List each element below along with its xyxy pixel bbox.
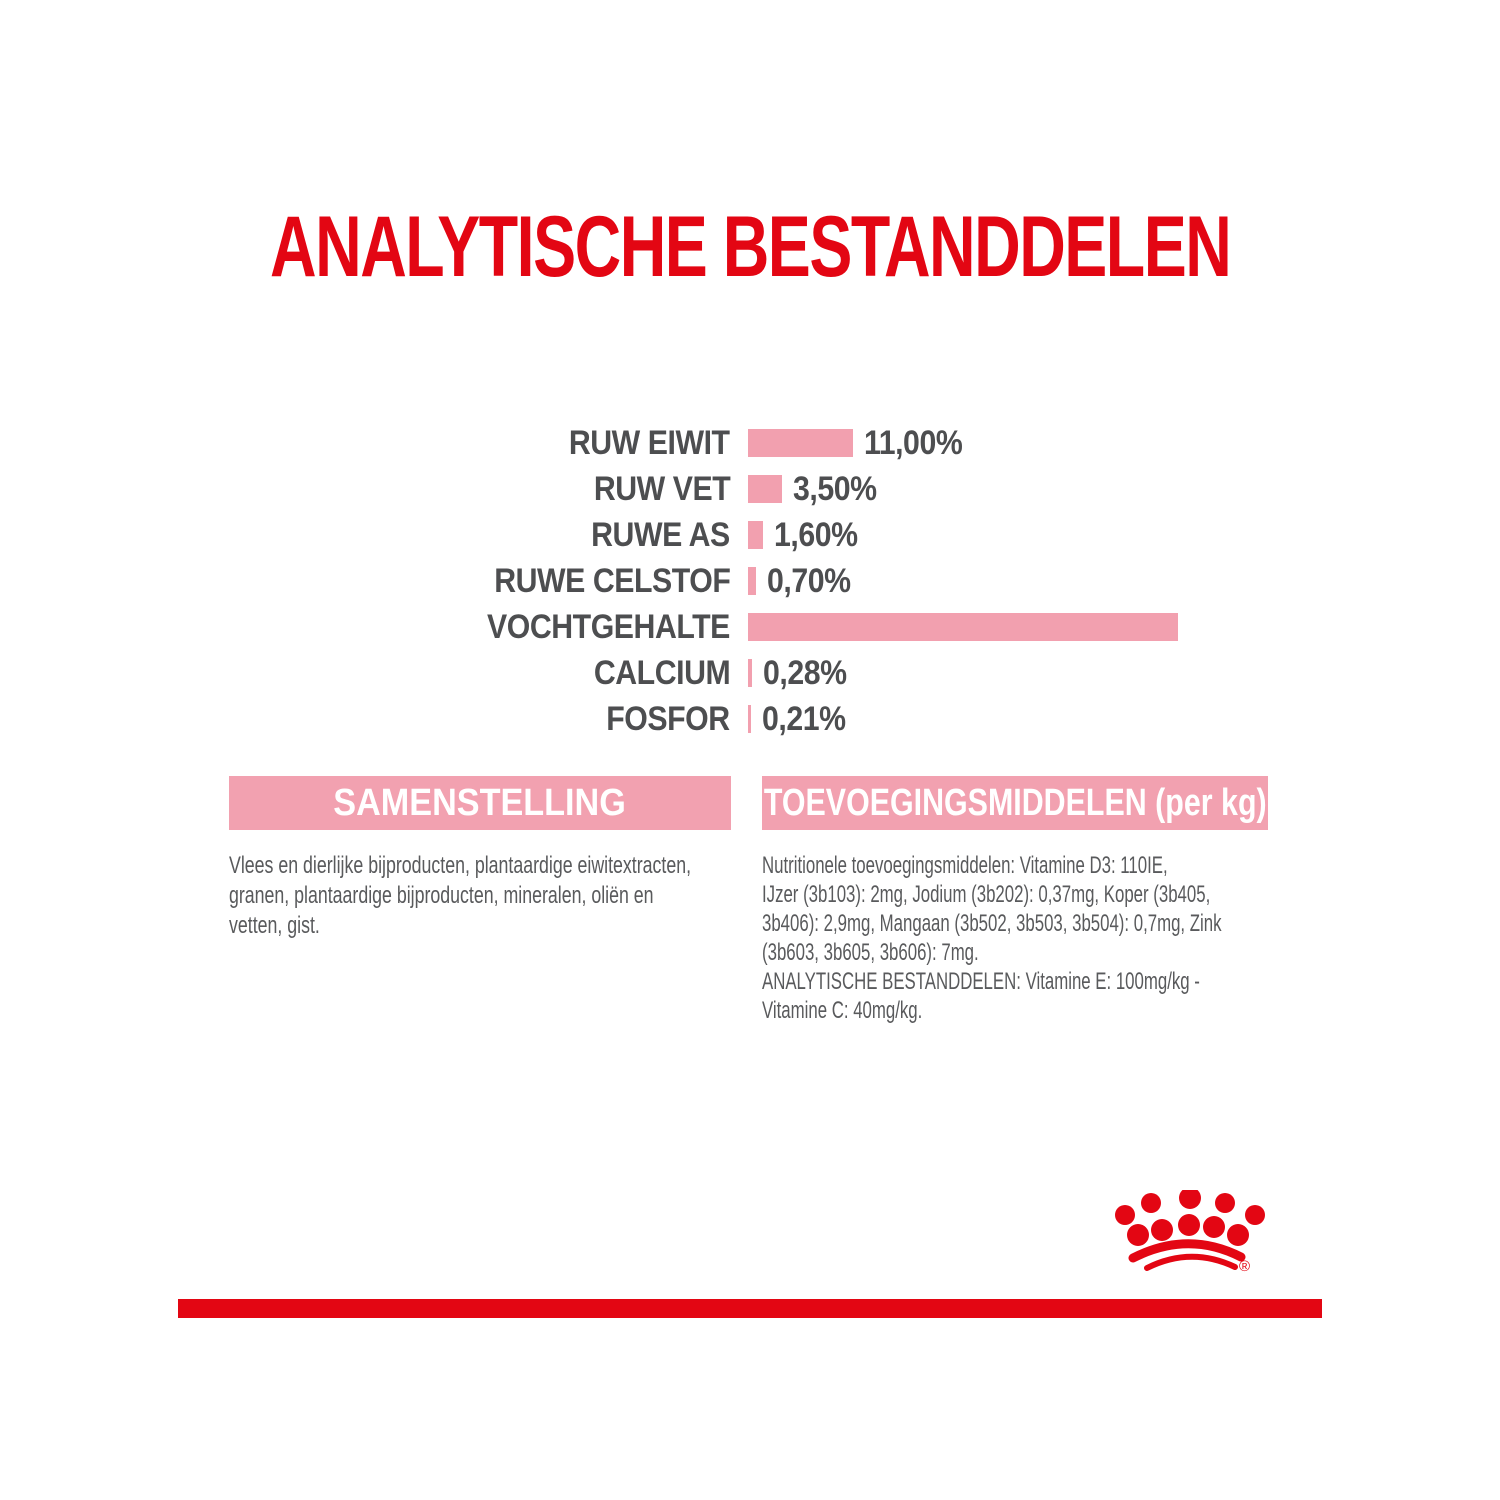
chart-row-bar [748, 521, 763, 549]
chart-row-value: 11,00% [864, 423, 963, 462]
chart-row: VOCHTGEHALTE [0, 604, 1500, 650]
chart-row-bar [748, 475, 782, 503]
crown-base-swoosh [1128, 1239, 1246, 1271]
bottom-red-rule [178, 1299, 1322, 1318]
chart-row-label: CALCIUM [593, 653, 731, 692]
chart-row-bar [748, 429, 853, 457]
chart-row: RUW VET 3,50% [0, 466, 1500, 512]
chart-row-label: RUW VET [593, 469, 731, 508]
registered-trademark-symbol: ® [1239, 1258, 1250, 1275]
chart-row: FOSFOR 0,21% [0, 696, 1500, 742]
chart-row-value: 0,70% [767, 561, 851, 600]
chart-row-label: RUWE AS [591, 515, 730, 554]
chart-row-bar [748, 613, 1178, 641]
chart-row-bar [748, 705, 751, 733]
chart-row-value: 0,28% [763, 653, 847, 692]
chart-row-value: 3,50% [793, 469, 877, 508]
chart-row-label: RUW EIWIT [569, 423, 730, 462]
chart-row: RUWE AS 1,60% [0, 512, 1500, 558]
chart-row-label: RUWE CELSTOF [493, 561, 731, 600]
analytical-constituents-bar-chart: RUW EIWIT 11,00% RUW VET 3,50% RUWE AS 1,60% R… [0, 420, 1500, 742]
chart-row: RUWE CELSTOF 0,70% [0, 558, 1500, 604]
chart-row-value: 1,60% [774, 515, 858, 554]
chart-row-bar [748, 659, 752, 687]
samenstelling-header: SAMENSTELLING [229, 776, 731, 830]
samenstelling-body: Vlees en dierlijke bijproducten, plantaa… [229, 852, 692, 939]
toevoegingsmiddelen-body: Nutritionele toevoegingsmiddelen: Vitami… [762, 852, 1222, 1024]
chart-row: RUW EIWIT 11,00% [0, 420, 1500, 466]
chart-row-label: VOCHTGEHALTE [487, 607, 730, 646]
royal-canin-crown-logo: ® [1115, 1190, 1265, 1275]
crown-dots [1115, 1190, 1265, 1246]
chart-row-label: FOSFOR [606, 699, 731, 738]
page-title: ANALYTISCHE BESTANDDELEN [269, 199, 1232, 295]
toevoegingsmiddelen-header: TOEVOEGINGSMIDDELEN (per kg) [762, 776, 1268, 830]
chart-row-value: 0,21% [762, 699, 846, 738]
chart-row-bar [748, 567, 756, 595]
chart-row: CALCIUM 0,28% [0, 650, 1500, 696]
